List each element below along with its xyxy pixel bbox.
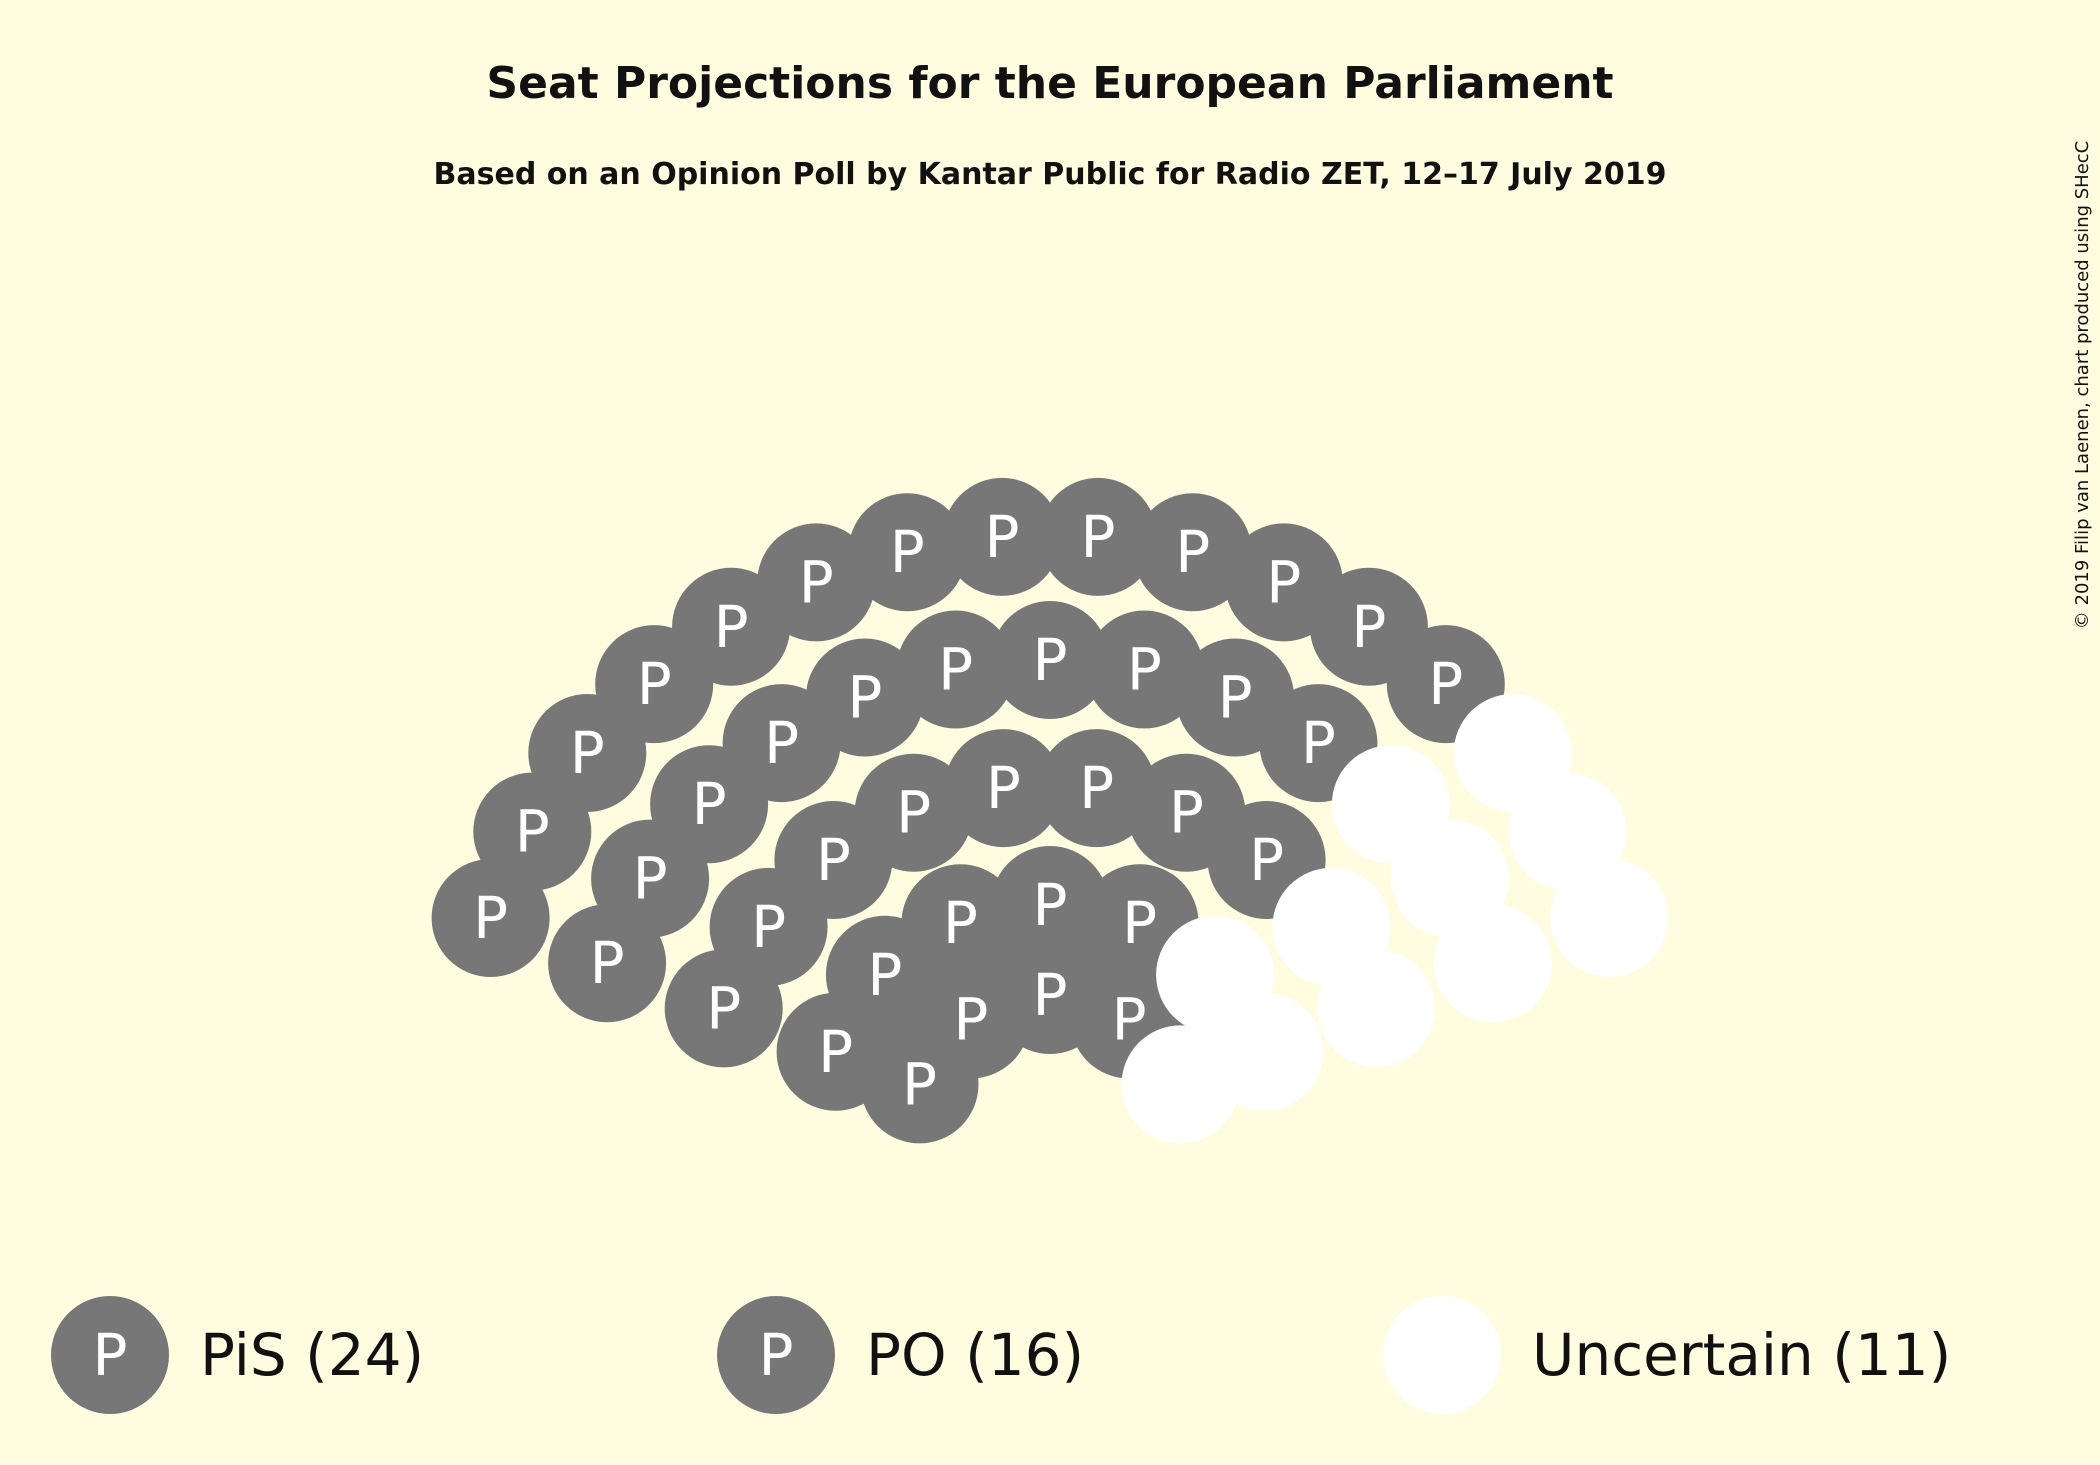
seat-pis: P (944, 729, 1063, 848)
seat-circle (1037, 729, 1156, 848)
chart-title: Seat Projections for the European Parlia… (486, 58, 1613, 109)
seat-po: P (1039, 477, 1157, 596)
legend-item-po: P PO (16) (717, 1296, 1084, 1414)
seat-symbol: P (692, 770, 727, 838)
seat-symbol: P (867, 941, 902, 1009)
seat-circle (943, 477, 1061, 596)
seat-symbol: P (706, 974, 741, 1042)
seat-po: P (1085, 610, 1204, 729)
seat-symbol: P (816, 826, 851, 894)
seat-po: P (1133, 493, 1252, 612)
seat-symbol: P (1351, 593, 1386, 661)
seat-symbol: P (938, 636, 973, 704)
seat-pis: P (757, 523, 876, 642)
legend-swatch-symbol: P (93, 1321, 128, 1389)
seat-symbol: P (1079, 754, 1114, 822)
chart-credit: © 2019 Filip van Laenen, chart produced … (2072, 141, 2093, 629)
seat-circle (1085, 610, 1204, 729)
seat-circle (1317, 949, 1436, 1068)
seat-symbol: P (1266, 548, 1301, 616)
seat-uncertain (1121, 1025, 1240, 1144)
legend-label: PO (16) (866, 1321, 1084, 1389)
legend-label: PiS (24) (200, 1321, 424, 1389)
legend: P PiS (24) P PO (16) Uncertain (11) (51, 1296, 1951, 1414)
seat-symbol: P (1428, 650, 1463, 718)
seat-symbol: P (896, 779, 931, 847)
legend-swatch (717, 1296, 835, 1414)
seat-circle (1039, 477, 1157, 596)
seat-po: P (991, 601, 1109, 719)
seat-pis: P (854, 753, 973, 872)
seat-circle (1550, 859, 1669, 977)
seat-circle (1121, 1025, 1240, 1144)
seat-pis: P (901, 864, 1020, 983)
seat-circle (805, 638, 924, 757)
seat-pis: P (848, 493, 967, 612)
seat-symbol: P (818, 1018, 853, 1086)
seat-symbol: P (764, 709, 799, 777)
seat-po: P (1127, 753, 1246, 872)
seat-symbol: P (1122, 889, 1157, 957)
seat-circle (944, 729, 1063, 848)
legend-swatch (51, 1296, 169, 1414)
legend-item-uncertain: Uncertain (11) (1383, 1296, 1951, 1414)
seat-symbol: P (637, 650, 672, 718)
seat-symbol: P (890, 518, 925, 586)
seat-circle (854, 753, 973, 872)
seat-symbol: P (473, 884, 508, 952)
seat-circle (848, 493, 967, 612)
seat-symbol: P (953, 986, 988, 1054)
seat-symbol: P (985, 503, 1020, 571)
seat-symbol: P (1169, 779, 1204, 847)
seat-symbol: P (1033, 961, 1068, 1029)
seat-po: P (991, 846, 1109, 964)
chart-subtitle: Based on an Opinion Poll by Kantar Publi… (434, 157, 1667, 192)
seat-symbol: P (714, 593, 749, 661)
seat-symbol: P (943, 889, 978, 957)
seat-symbol: P (1249, 826, 1284, 894)
seat-symbol: P (515, 798, 550, 866)
seat-symbol: P (986, 754, 1021, 822)
seat-symbol: P (1127, 636, 1162, 704)
seat-circle (901, 864, 1020, 983)
seat-symbol: P (633, 845, 668, 913)
seat-circle (991, 601, 1109, 719)
legend-item-pis: P PiS (24) (51, 1296, 424, 1414)
seat-pis: P (805, 638, 924, 757)
seat-pis: P (896, 610, 1015, 729)
seat-symbol: P (1081, 503, 1116, 571)
seat-symbol: P (1033, 626, 1068, 694)
seat-uncertain (1317, 949, 1436, 1068)
seat-circle (896, 610, 1015, 729)
legend-swatch-symbol: P (759, 1321, 794, 1389)
legend-label: Uncertain (11) (1532, 1321, 1951, 1389)
seat-symbol: P (1175, 518, 1210, 586)
seat-circle (1433, 904, 1552, 1023)
seat-circle (1133, 493, 1252, 612)
seat-pis: P (943, 477, 1061, 596)
seat-uncertain (1550, 859, 1669, 977)
seat-symbol: P (799, 548, 834, 616)
seat-symbol: P (1301, 709, 1336, 777)
seat-symbol: P (590, 929, 625, 997)
seat-symbol: P (1218, 664, 1253, 732)
seat-symbol: P (847, 664, 882, 732)
seat-po: P (1037, 729, 1156, 848)
seat-circle (991, 846, 1109, 964)
seat-circle (757, 523, 876, 642)
seat-symbol: P (570, 719, 605, 787)
seat-symbol: P (1033, 871, 1068, 939)
seat-uncertain (1433, 904, 1552, 1023)
legend-swatch (1383, 1296, 1501, 1414)
seat-symbol: P (751, 893, 786, 961)
